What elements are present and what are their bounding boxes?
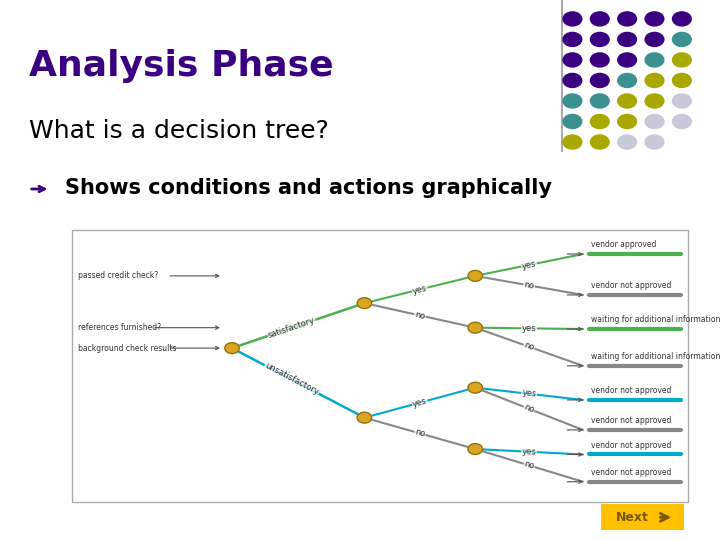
Circle shape (590, 32, 609, 46)
Text: references furnished?: references furnished? (78, 323, 161, 332)
Text: no: no (523, 280, 535, 291)
Circle shape (618, 114, 636, 129)
Circle shape (563, 53, 582, 67)
Text: yes: yes (412, 284, 428, 295)
Text: unsatisfactory: unsatisfactory (263, 361, 320, 397)
Circle shape (645, 53, 664, 67)
Circle shape (672, 73, 691, 87)
Text: What is a decision tree?: What is a decision tree? (29, 119, 328, 143)
Circle shape (672, 32, 691, 46)
Circle shape (618, 94, 636, 108)
Circle shape (563, 114, 582, 129)
Text: no: no (413, 428, 426, 439)
Circle shape (468, 322, 482, 333)
Circle shape (645, 94, 664, 108)
Circle shape (563, 32, 582, 46)
Text: vendor not approved: vendor not approved (591, 281, 672, 290)
Circle shape (618, 135, 636, 149)
Circle shape (672, 53, 691, 67)
Text: vendor not approved: vendor not approved (591, 416, 672, 425)
Text: vendor not approved: vendor not approved (591, 468, 672, 477)
Text: Analysis Phase: Analysis Phase (29, 49, 333, 83)
Text: waiting for additional information: waiting for additional information (591, 315, 720, 324)
Circle shape (468, 444, 482, 455)
Text: yes: yes (521, 447, 536, 457)
Circle shape (590, 114, 609, 129)
Circle shape (563, 94, 582, 108)
Circle shape (645, 32, 664, 46)
Circle shape (618, 73, 636, 87)
Text: yes: yes (521, 388, 537, 399)
Text: waiting for additional information: waiting for additional information (591, 352, 720, 361)
Text: vendor approved: vendor approved (591, 240, 657, 249)
Text: no: no (523, 403, 536, 415)
FancyBboxPatch shape (72, 230, 688, 502)
Text: vendor not approved: vendor not approved (591, 386, 672, 395)
Text: Next: Next (616, 511, 649, 524)
Circle shape (618, 12, 636, 26)
Text: yes: yes (521, 259, 537, 271)
Text: satisfactory: satisfactory (267, 316, 316, 340)
Text: no: no (523, 460, 536, 471)
Circle shape (357, 298, 372, 308)
Text: background check results: background check results (78, 343, 176, 353)
Circle shape (563, 12, 582, 26)
Text: Shows conditions and actions graphically: Shows conditions and actions graphically (65, 178, 552, 198)
Circle shape (225, 343, 239, 354)
Circle shape (645, 73, 664, 87)
Circle shape (645, 114, 664, 129)
Text: passed credit check?: passed credit check? (78, 272, 158, 280)
Circle shape (357, 412, 372, 423)
Circle shape (672, 114, 691, 129)
Text: vendor not approved: vendor not approved (591, 441, 672, 450)
Circle shape (590, 73, 609, 87)
Circle shape (563, 135, 582, 149)
Circle shape (590, 135, 609, 149)
Text: no: no (414, 310, 426, 321)
Circle shape (672, 12, 691, 26)
Text: no: no (523, 341, 536, 353)
Circle shape (590, 94, 609, 108)
Circle shape (590, 53, 609, 67)
Circle shape (645, 135, 664, 149)
Circle shape (645, 12, 664, 26)
Circle shape (672, 94, 691, 108)
Text: yes: yes (412, 396, 428, 409)
Circle shape (618, 32, 636, 46)
Circle shape (618, 53, 636, 67)
Circle shape (563, 73, 582, 87)
FancyBboxPatch shape (601, 504, 684, 530)
Text: yes: yes (522, 324, 536, 333)
Circle shape (468, 271, 482, 281)
Circle shape (590, 12, 609, 26)
Circle shape (468, 382, 482, 393)
